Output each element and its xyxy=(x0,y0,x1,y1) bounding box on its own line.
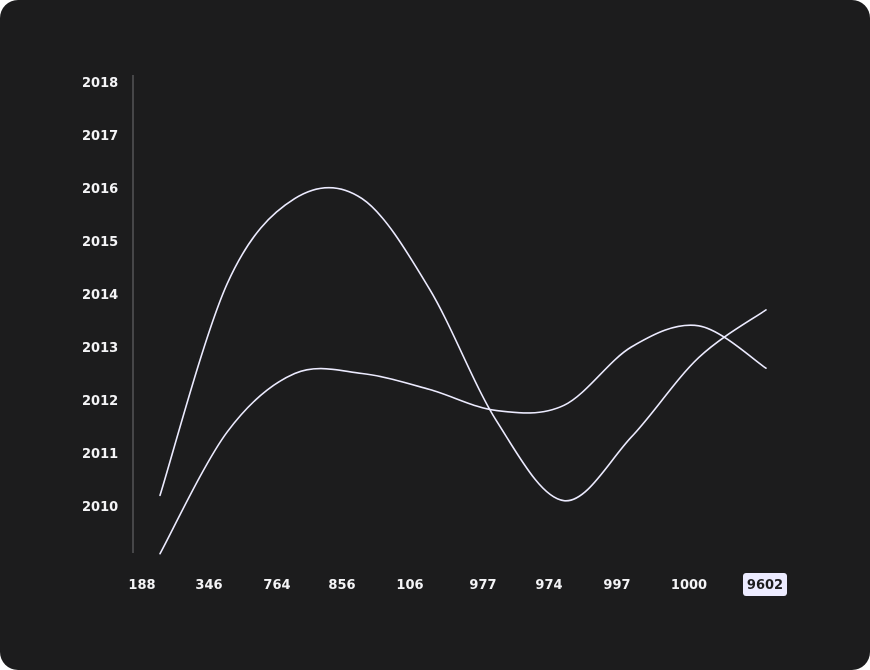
x-tick-label: 856 xyxy=(328,578,355,593)
x-tick-label: 1000 xyxy=(671,578,707,593)
x-tick-label: 977 xyxy=(469,578,496,593)
x-tick-highlight xyxy=(743,573,787,596)
y-tick-label: 2017 xyxy=(82,129,118,144)
x-tick-label: 764 xyxy=(263,578,290,593)
y-tick-label: 2010 xyxy=(82,500,118,515)
series-line-2 xyxy=(159,324,767,555)
x-tick-label: 188 xyxy=(128,578,155,593)
y-tick-label: 2014 xyxy=(82,288,118,303)
x-tick-label: 974 xyxy=(535,578,562,593)
x-tick-label: 9602 xyxy=(747,578,783,593)
y-tick-label: 2018 xyxy=(82,76,118,91)
series-lines xyxy=(159,186,767,555)
y-tick-label: 2012 xyxy=(82,394,118,409)
y-tick-label: 2013 xyxy=(82,341,118,356)
y-tick-labels: 2010 2011 2012 2013 2014 2015 2016 2017 2018 xyxy=(82,76,118,515)
x-tick-label: 997 xyxy=(603,578,630,593)
x-tick-label: 106 xyxy=(396,578,423,593)
y-tick-label: 2015 xyxy=(82,235,118,250)
y-tick-label: 2011 xyxy=(82,447,118,462)
x-tick-labels: 188 346 764 856 106 977 974 997 1000 9602 xyxy=(128,573,787,596)
series-line-1 xyxy=(159,186,767,502)
x-tick-label: 346 xyxy=(195,578,222,593)
y-tick-label: 2016 xyxy=(82,182,118,197)
